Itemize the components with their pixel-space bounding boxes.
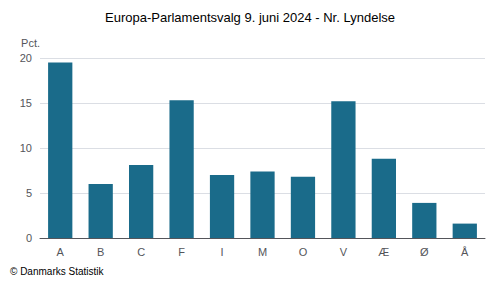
- svg-text:5: 5: [26, 187, 32, 199]
- svg-text:15: 15: [20, 97, 32, 109]
- svg-text:O: O: [299, 246, 308, 258]
- svg-text:20: 20: [20, 52, 32, 64]
- svg-text:C: C: [137, 246, 145, 258]
- svg-text:Ø: Ø: [420, 246, 429, 258]
- svg-text:Europa-Parlamentsvalg 9. juni: Europa-Parlamentsvalg 9. juni 2024 - Nr.…: [105, 10, 395, 25]
- svg-text:I: I: [221, 246, 224, 258]
- svg-text:M: M: [258, 246, 267, 258]
- svg-text:F: F: [178, 246, 185, 258]
- svg-text:V: V: [340, 246, 348, 258]
- svg-text:A: A: [57, 246, 65, 258]
- svg-text:B: B: [97, 246, 104, 258]
- svg-text:0: 0: [26, 232, 32, 244]
- svg-text:© Danmarks Statistik: © Danmarks Statistik: [10, 266, 105, 277]
- svg-text:Pct.: Pct.: [21, 37, 40, 49]
- svg-text:Å: Å: [461, 246, 469, 258]
- svg-text:10: 10: [20, 142, 32, 154]
- svg-text:Æ: Æ: [378, 246, 389, 258]
